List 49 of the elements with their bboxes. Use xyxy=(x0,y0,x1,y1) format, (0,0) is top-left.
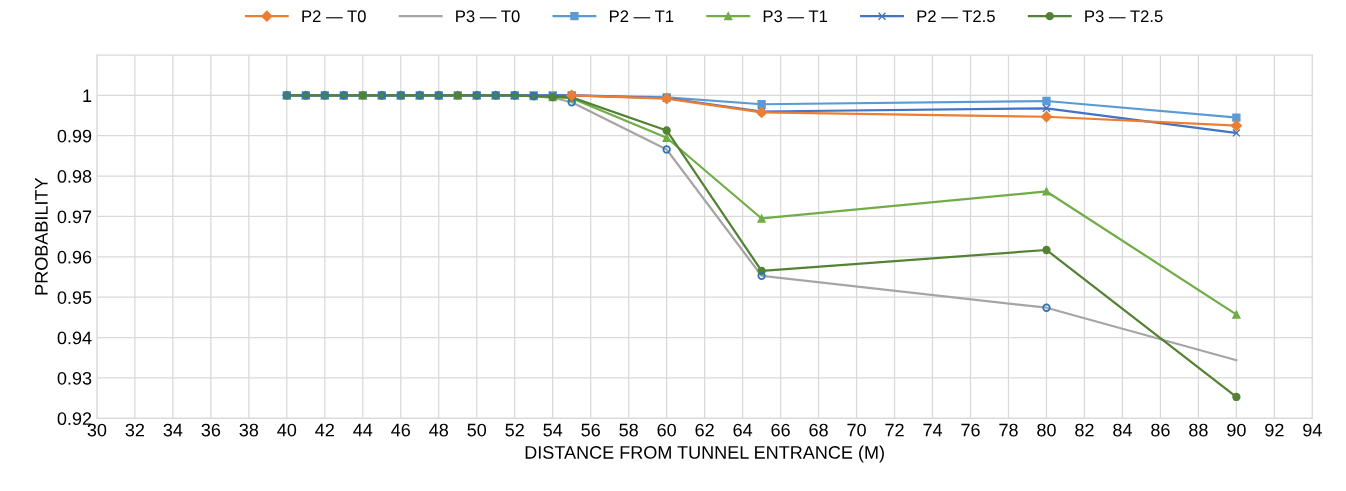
x-tick-label: 36 xyxy=(201,423,221,437)
y-tick-label: 0.93 xyxy=(57,371,92,385)
x-tick-label: 46 xyxy=(391,423,411,437)
y-axis-title: PROBABILITY xyxy=(35,177,48,295)
x-tick-label: 66 xyxy=(771,423,790,437)
x-tick-label: 84 xyxy=(1113,423,1132,437)
x-tick-label: 54 xyxy=(543,423,563,437)
x-tick-label: 74 xyxy=(923,423,943,437)
x-tick-label: 68 xyxy=(809,423,828,437)
y-tick-label: 0.96 xyxy=(57,250,92,264)
x-tick-label: 86 xyxy=(1151,423,1170,437)
x-axis-title: DISTANCE FROM TUNNEL ENTRANCE (M) xyxy=(525,445,884,463)
x-tick-label: 52 xyxy=(505,423,524,437)
legend-label: P3 — T2.5 xyxy=(1085,10,1163,23)
x-tick-label: 72 xyxy=(885,423,904,437)
x-tick-label: 44 xyxy=(353,423,373,437)
legend-label: P2 — T2.5 xyxy=(917,10,995,23)
x-tick-label: 56 xyxy=(581,423,600,437)
y-tick-label: 0.97 xyxy=(57,210,92,224)
y-tick-label: 0.94 xyxy=(57,331,92,345)
y-tick-label: 1 xyxy=(83,89,92,102)
x-tick-label: 38 xyxy=(239,423,259,437)
x-tick-label: 80 xyxy=(1037,423,1056,437)
x-tick-label: 62 xyxy=(695,423,714,437)
x-tick-label: 88 xyxy=(1189,423,1208,437)
x-tick-label: 30 xyxy=(87,423,107,437)
x-tick-label: 40 xyxy=(277,423,297,437)
x-tick-label: 64 xyxy=(733,423,753,437)
x-tick-label: 90 xyxy=(1227,423,1246,437)
x-tick-label: 34 xyxy=(163,423,183,437)
legend-label: P2 — T1 xyxy=(609,10,674,22)
x-tick-label: 48 xyxy=(429,423,449,437)
x-tick-label: 92 xyxy=(1265,423,1284,437)
legend-label: P3 — T1 xyxy=(763,10,828,23)
legend-label: P3 — T0 xyxy=(456,10,520,23)
x-tick-label: 58 xyxy=(619,423,638,437)
x-tick-label: 32 xyxy=(125,423,145,437)
x-tick-label: 94 xyxy=(1303,423,1322,437)
y-tick-label: 0.98 xyxy=(57,170,92,183)
x-tick-label: 78 xyxy=(999,423,1018,437)
x-tick-label: 42 xyxy=(315,423,334,437)
x-tick-label: 60 xyxy=(657,423,676,437)
x-tick-label: 50 xyxy=(467,423,487,437)
y-tick-label: 0.99 xyxy=(57,129,92,143)
x-tick-label: 76 xyxy=(961,423,980,437)
y-tick-label: 0.95 xyxy=(57,291,92,304)
x-tick-label: 70 xyxy=(847,423,866,437)
x-tick-label: 82 xyxy=(1075,423,1094,437)
legend-label: P2 — T0 xyxy=(302,10,366,23)
